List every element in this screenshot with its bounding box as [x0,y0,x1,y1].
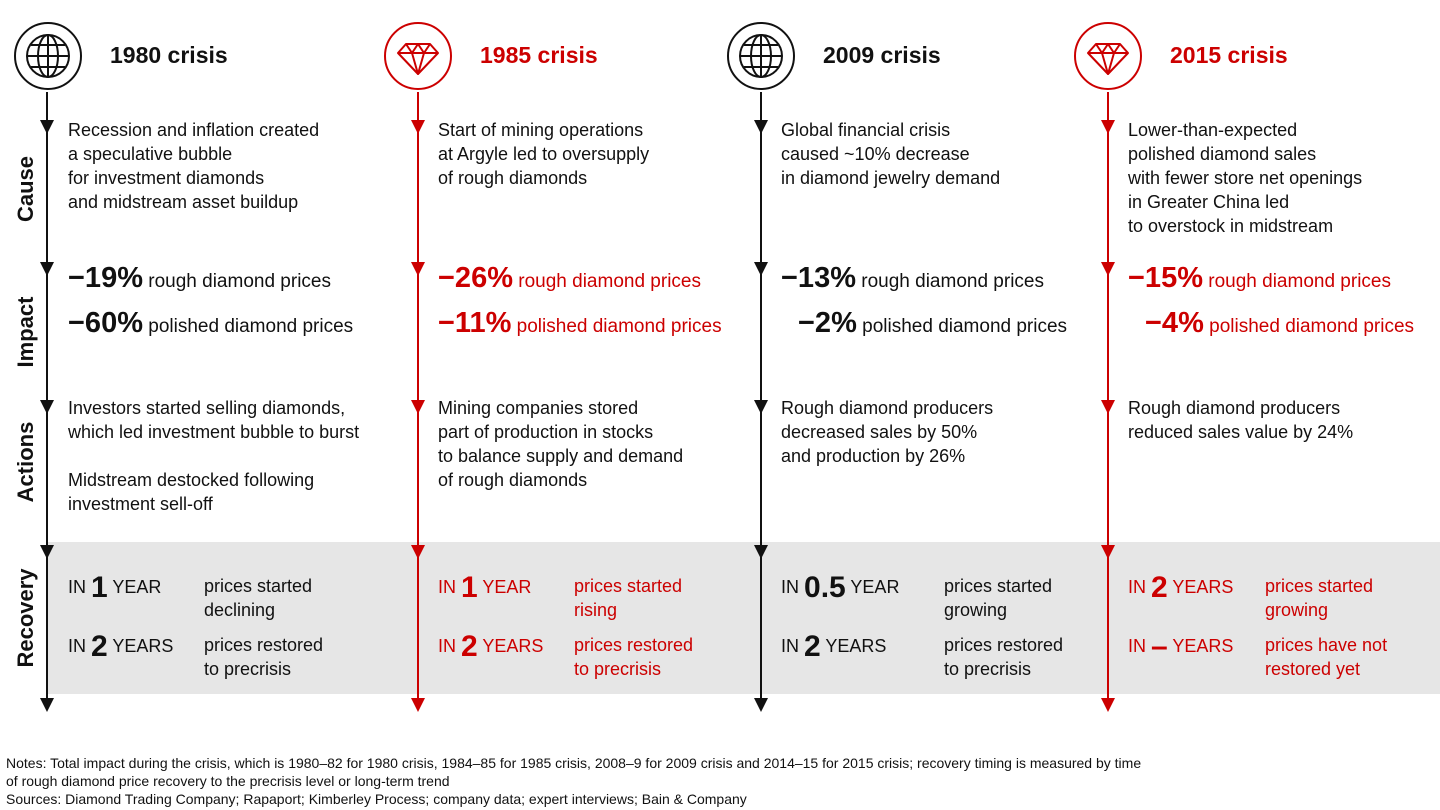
impact-polished-label: polished diamond prices [862,316,1068,337]
arrow-marker [754,698,768,712]
impact-polished: −4% polished diamond prices [1145,307,1414,340]
arrow-marker [754,262,768,276]
cause-text: Start of mining operations at Argyle led… [438,120,650,188]
impact-polished-pct: −4% [1145,307,1204,339]
crisis-title: 1985 crisis [480,42,598,68]
impact-polished: −2% polished diamond prices [798,307,1067,340]
recovery-restore-timing: IN – YEARS [1128,630,1234,663]
impact-polished: −11% polished diamond prices [438,307,722,340]
impact-rough-label: rough diamond prices [148,271,331,292]
arrow-marker [411,120,425,134]
globe-icon [14,22,82,90]
arrow-marker [40,545,54,559]
diamond-icon [1074,22,1142,90]
diamond-icon [384,22,452,90]
recovery-restore-timing: IN 2 YEARS [781,630,887,663]
cause-text: Lower-than-expected polished diamond sal… [1128,120,1363,236]
impact-rough-pct: −19% [68,262,143,294]
impact-rough: −26% rough diamond prices [438,262,701,295]
recovery-start-timing: IN 1 YEAR [68,571,162,604]
impact-rough-pct: −15% [1128,262,1203,294]
actions-text: Investors started selling diamonds, whic… [68,398,360,514]
impact-rough: −19% rough diamond prices [68,262,331,295]
recovery-restore-desc: prices restored to precrisis [944,635,1064,679]
impact-polished-label: polished diamond prices [1209,316,1415,337]
arrow-marker [754,400,768,414]
recovery-restore-timing: IN 2 YEARS [438,630,544,663]
recovery-restore-desc: prices restored to precrisis [574,635,694,679]
arrow-marker [754,120,768,134]
impact-rough-pct: −26% [438,262,513,294]
arrow-marker [411,400,425,414]
recovery-restore-desc: prices have not restored yet [1265,635,1388,679]
globe-icon [727,22,795,90]
actions-text: Rough diamond producers decreased sales … [781,398,994,466]
arrow-marker [1101,120,1115,134]
arrow-marker [1101,545,1115,559]
arrow-marker [1101,262,1115,276]
impact-rough: −15% rough diamond prices [1128,262,1391,295]
impact-polished-pct: −2% [798,307,857,339]
recovery-restore-desc: prices restored to precrisis [204,635,324,679]
cause-text: Global financial crisis caused ~10% decr… [781,120,1001,188]
crisis-title: 2009 crisis [823,42,941,68]
arrow-marker [1101,698,1115,712]
impact-polished-label: polished diamond prices [148,316,354,337]
arrow-marker [1101,400,1115,414]
recovery-start-timing: IN 0.5 YEAR [781,571,900,604]
timeline-line [417,92,419,698]
impact-rough-label: rough diamond prices [1208,271,1391,292]
timeline-line [1107,92,1109,698]
actions-text: Mining companies stored part of producti… [438,398,684,490]
arrow-marker [411,262,425,276]
recovery-start-timing: IN 1 YEAR [438,571,532,604]
cause-text: Recession and inflation created a specul… [68,120,320,212]
arrow-marker [754,545,768,559]
arrow-marker [40,400,54,414]
impact-polished-pct: −11% [438,307,512,339]
recovery-start-desc: prices started rising [574,576,683,620]
timeline-line [760,92,762,698]
impact-polished-label: polished diamond prices [516,316,722,337]
recovery-start-desc: prices started declining [204,576,313,620]
recovery-band [46,542,1440,694]
impact-rough-label: rough diamond prices [861,271,1044,292]
impact-polished: −60% polished diamond prices [68,307,353,340]
arrow-marker [40,262,54,276]
arrow-marker [411,698,425,712]
impact-polished-pct: −60% [68,307,143,339]
notes-and-sources: Notes: Total impact during the crisis, w… [6,755,1142,807]
recovery-start-timing: IN 2 YEARS [1128,571,1234,604]
impact-rough: −13% rough diamond prices [781,262,1044,295]
arrow-marker [40,120,54,134]
timeline-line [46,92,48,698]
recovery-start-desc: prices started growing [944,576,1053,620]
recovery-start-desc: prices started growing [1265,576,1374,620]
impact-rough-pct: −13% [781,262,856,294]
crisis-title: 1980 crisis [110,42,228,68]
arrow-marker [411,545,425,559]
impact-rough-label: rough diamond prices [518,271,701,292]
arrow-marker [40,698,54,712]
actions-text: Rough diamond producers reduced sales va… [1128,398,1354,442]
recovery-restore-timing: IN 2 YEARS [68,630,174,663]
crisis-title: 2015 crisis [1170,42,1288,68]
